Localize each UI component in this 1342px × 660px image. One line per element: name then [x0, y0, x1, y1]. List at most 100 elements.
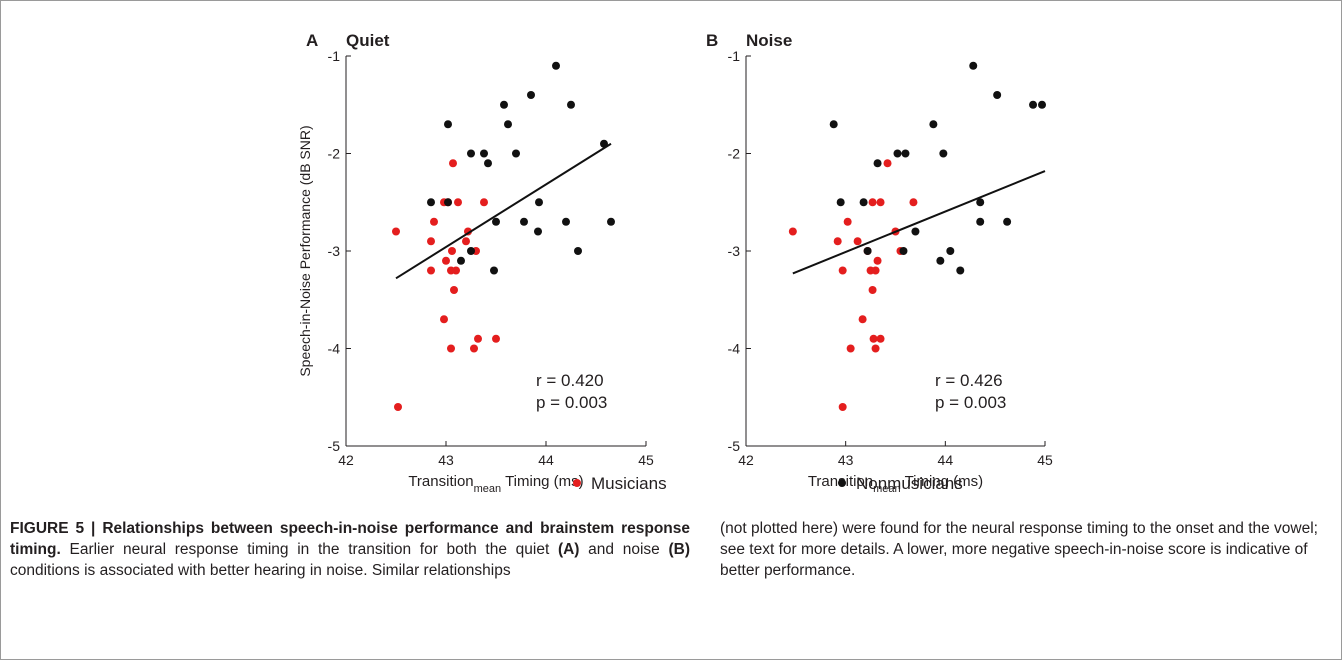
caption-title: FIGURE 5 | Relationships between speech-… — [10, 520, 690, 558]
r-annotation: r = 0.420 — [536, 371, 604, 390]
x-tick-label: 44 — [538, 452, 554, 468]
panel-letter: B — [706, 31, 718, 50]
caption-left: FIGURE 5 | Relationships between speech-… — [10, 518, 690, 581]
musicians-point — [873, 256, 882, 265]
nonmusicians-point — [562, 217, 570, 226]
musicians-point — [470, 344, 478, 353]
nonmusicians-point — [574, 247, 582, 255]
nonmusicians-point — [911, 227, 920, 236]
musicians-point — [430, 217, 438, 226]
y-tick-label: -4 — [728, 341, 741, 357]
y-tick-label: -2 — [328, 146, 341, 162]
nonmusicians-point — [893, 149, 902, 158]
x-tick-label: 43 — [838, 452, 854, 468]
nonmusicians-point — [899, 247, 908, 255]
nonmusicians-point — [976, 198, 985, 207]
panel-a: 42 43 44 45 -5 -4 -3 -2 -1 A Quiet Transitionmean T… — [297, 31, 654, 495]
x-tick-label: 42 — [338, 452, 354, 468]
figure-plots: 42 43 44 45 -5 -4 -3 -2 -1 A Quiet Transitionmean T… — [297, 31, 1053, 495]
nonmusicians-point — [1003, 217, 1012, 226]
musicians-point — [448, 247, 456, 255]
nonmusicians-point — [444, 198, 452, 207]
musicians-point — [909, 198, 918, 207]
nonmusicians-point — [956, 266, 965, 275]
musicians-point — [449, 159, 457, 168]
legend-label: Nonmusicians — [856, 474, 963, 493]
x-axis-label: Transitionmean Timing (ms) — [408, 473, 583, 495]
nonmusicians-point — [969, 61, 978, 70]
musicians-point — [452, 266, 460, 275]
nonmusicians-point — [527, 91, 535, 99]
nonmusicians-point — [467, 247, 475, 255]
musicians-point — [392, 227, 400, 236]
nonmusicians-point — [467, 149, 475, 158]
caption-ref-a: (A) — [557, 541, 580, 558]
nonmusicians-point — [552, 61, 560, 70]
nonmusicians-point — [512, 149, 520, 158]
y-tick-label: -3 — [328, 243, 341, 259]
nonmusicians-point — [936, 256, 945, 265]
nonmusicians-point — [444, 120, 452, 129]
musicians-point — [474, 334, 482, 343]
nonmusicians-point — [504, 120, 512, 129]
musicians-point — [442, 256, 450, 265]
x-tick-label: 44 — [938, 452, 954, 468]
legend-marker — [573, 479, 581, 487]
nonmusicians-point — [901, 149, 910, 158]
nonmusicians-point — [993, 91, 1002, 99]
musicians-point — [843, 217, 852, 226]
nonmusicians-point — [480, 149, 488, 158]
musicians-point — [788, 227, 797, 236]
panel-title: Quiet — [346, 31, 390, 50]
nonmusicians-point — [534, 227, 542, 236]
panel-title: Noise — [746, 31, 792, 50]
y-tick-label: -4 — [328, 341, 341, 357]
musicians-point — [871, 344, 880, 353]
nonmusicians-point — [873, 159, 882, 168]
nonmusicians-point — [829, 120, 838, 129]
musicians-point — [440, 315, 448, 324]
musicians-point — [492, 334, 500, 343]
caption-ref-b: (B) — [668, 541, 690, 558]
musicians-point — [427, 266, 435, 275]
musicians-point — [883, 159, 892, 168]
nonmusicians-point — [859, 198, 868, 207]
r-annotation: r = 0.426 — [935, 371, 1003, 390]
y-tick-label: -2 — [728, 146, 741, 162]
musicians-point — [868, 286, 877, 294]
musicians-point — [868, 198, 877, 207]
legend-label: Musicians — [591, 474, 667, 493]
regression-line — [395, 142, 612, 280]
musicians-point — [447, 344, 455, 353]
legend: Musicians Nonmusicians — [573, 474, 963, 493]
panel-letter: A — [306, 31, 318, 50]
nonmusicians-point — [929, 120, 938, 129]
nonmusicians-point — [946, 247, 955, 255]
caption-text-2: and noise — [579, 541, 669, 558]
musicians-point — [838, 403, 847, 411]
regression-line — [792, 170, 1046, 275]
y-tick-label: -1 — [728, 48, 741, 64]
nonmusicians-point — [1038, 100, 1047, 109]
musicians-point — [846, 344, 855, 353]
caption-text-3: conditions is associated with better hea… — [10, 562, 511, 579]
musicians-point — [858, 315, 867, 324]
musicians-point — [450, 286, 458, 294]
p-annotation: p = 0.003 — [536, 393, 607, 412]
nonmusicians-point — [535, 198, 543, 207]
x-tick-label: 45 — [1037, 452, 1053, 468]
y-tick-label: -5 — [728, 438, 741, 454]
musicians-point — [833, 237, 842, 246]
nonmusicians-point — [492, 217, 500, 226]
legend-marker — [838, 479, 846, 487]
caption-text-1: Earlier neural response timing in the tr… — [60, 541, 558, 558]
nonmusicians-point — [976, 217, 985, 226]
musicians-point — [394, 403, 402, 411]
musicians-point — [871, 266, 880, 275]
nonmusicians-point — [500, 100, 508, 109]
caption-right: (not plotted here) were found for the ne… — [720, 520, 1318, 579]
musicians-point — [876, 334, 885, 343]
y-axis-label: Speech-in-Noise Performance (dB SNR) — [297, 125, 313, 376]
nonmusicians-point — [607, 217, 615, 226]
